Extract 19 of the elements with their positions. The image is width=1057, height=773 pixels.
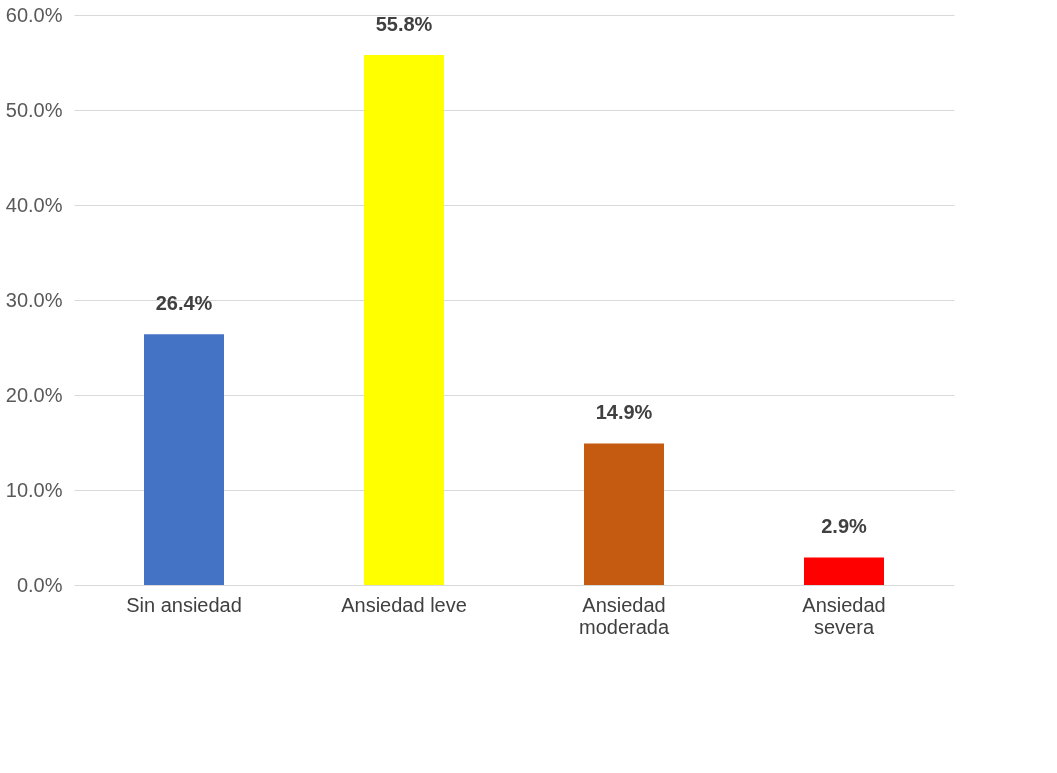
data-label: 55.8%	[375, 12, 433, 35]
x-tick-label: Ansiedad severa	[802, 593, 886, 638]
bar	[144, 334, 224, 585]
y-tick-label: 10.0%	[5, 478, 63, 501]
y-tick-label: 0.0%	[16, 573, 63, 596]
bar	[364, 54, 444, 585]
data-label: 2.9%	[821, 515, 868, 538]
bar	[584, 443, 664, 585]
bar	[804, 557, 884, 585]
x-tick-label: Sin ansiedad	[126, 593, 242, 616]
data-label: 14.9%	[595, 401, 653, 424]
y-tick-label: 50.0%	[5, 98, 63, 121]
y-tick-label: 20.0%	[5, 383, 63, 406]
y-tick-label: 60.0%	[5, 3, 63, 26]
y-tick-label: 30.0%	[5, 288, 63, 311]
y-tick-label: 40.0%	[5, 193, 63, 216]
x-tick-label: Ansiedad moderada	[578, 593, 670, 638]
x-tick-label: Ansiedad leve	[341, 593, 467, 616]
data-label: 26.4%	[155, 292, 213, 315]
